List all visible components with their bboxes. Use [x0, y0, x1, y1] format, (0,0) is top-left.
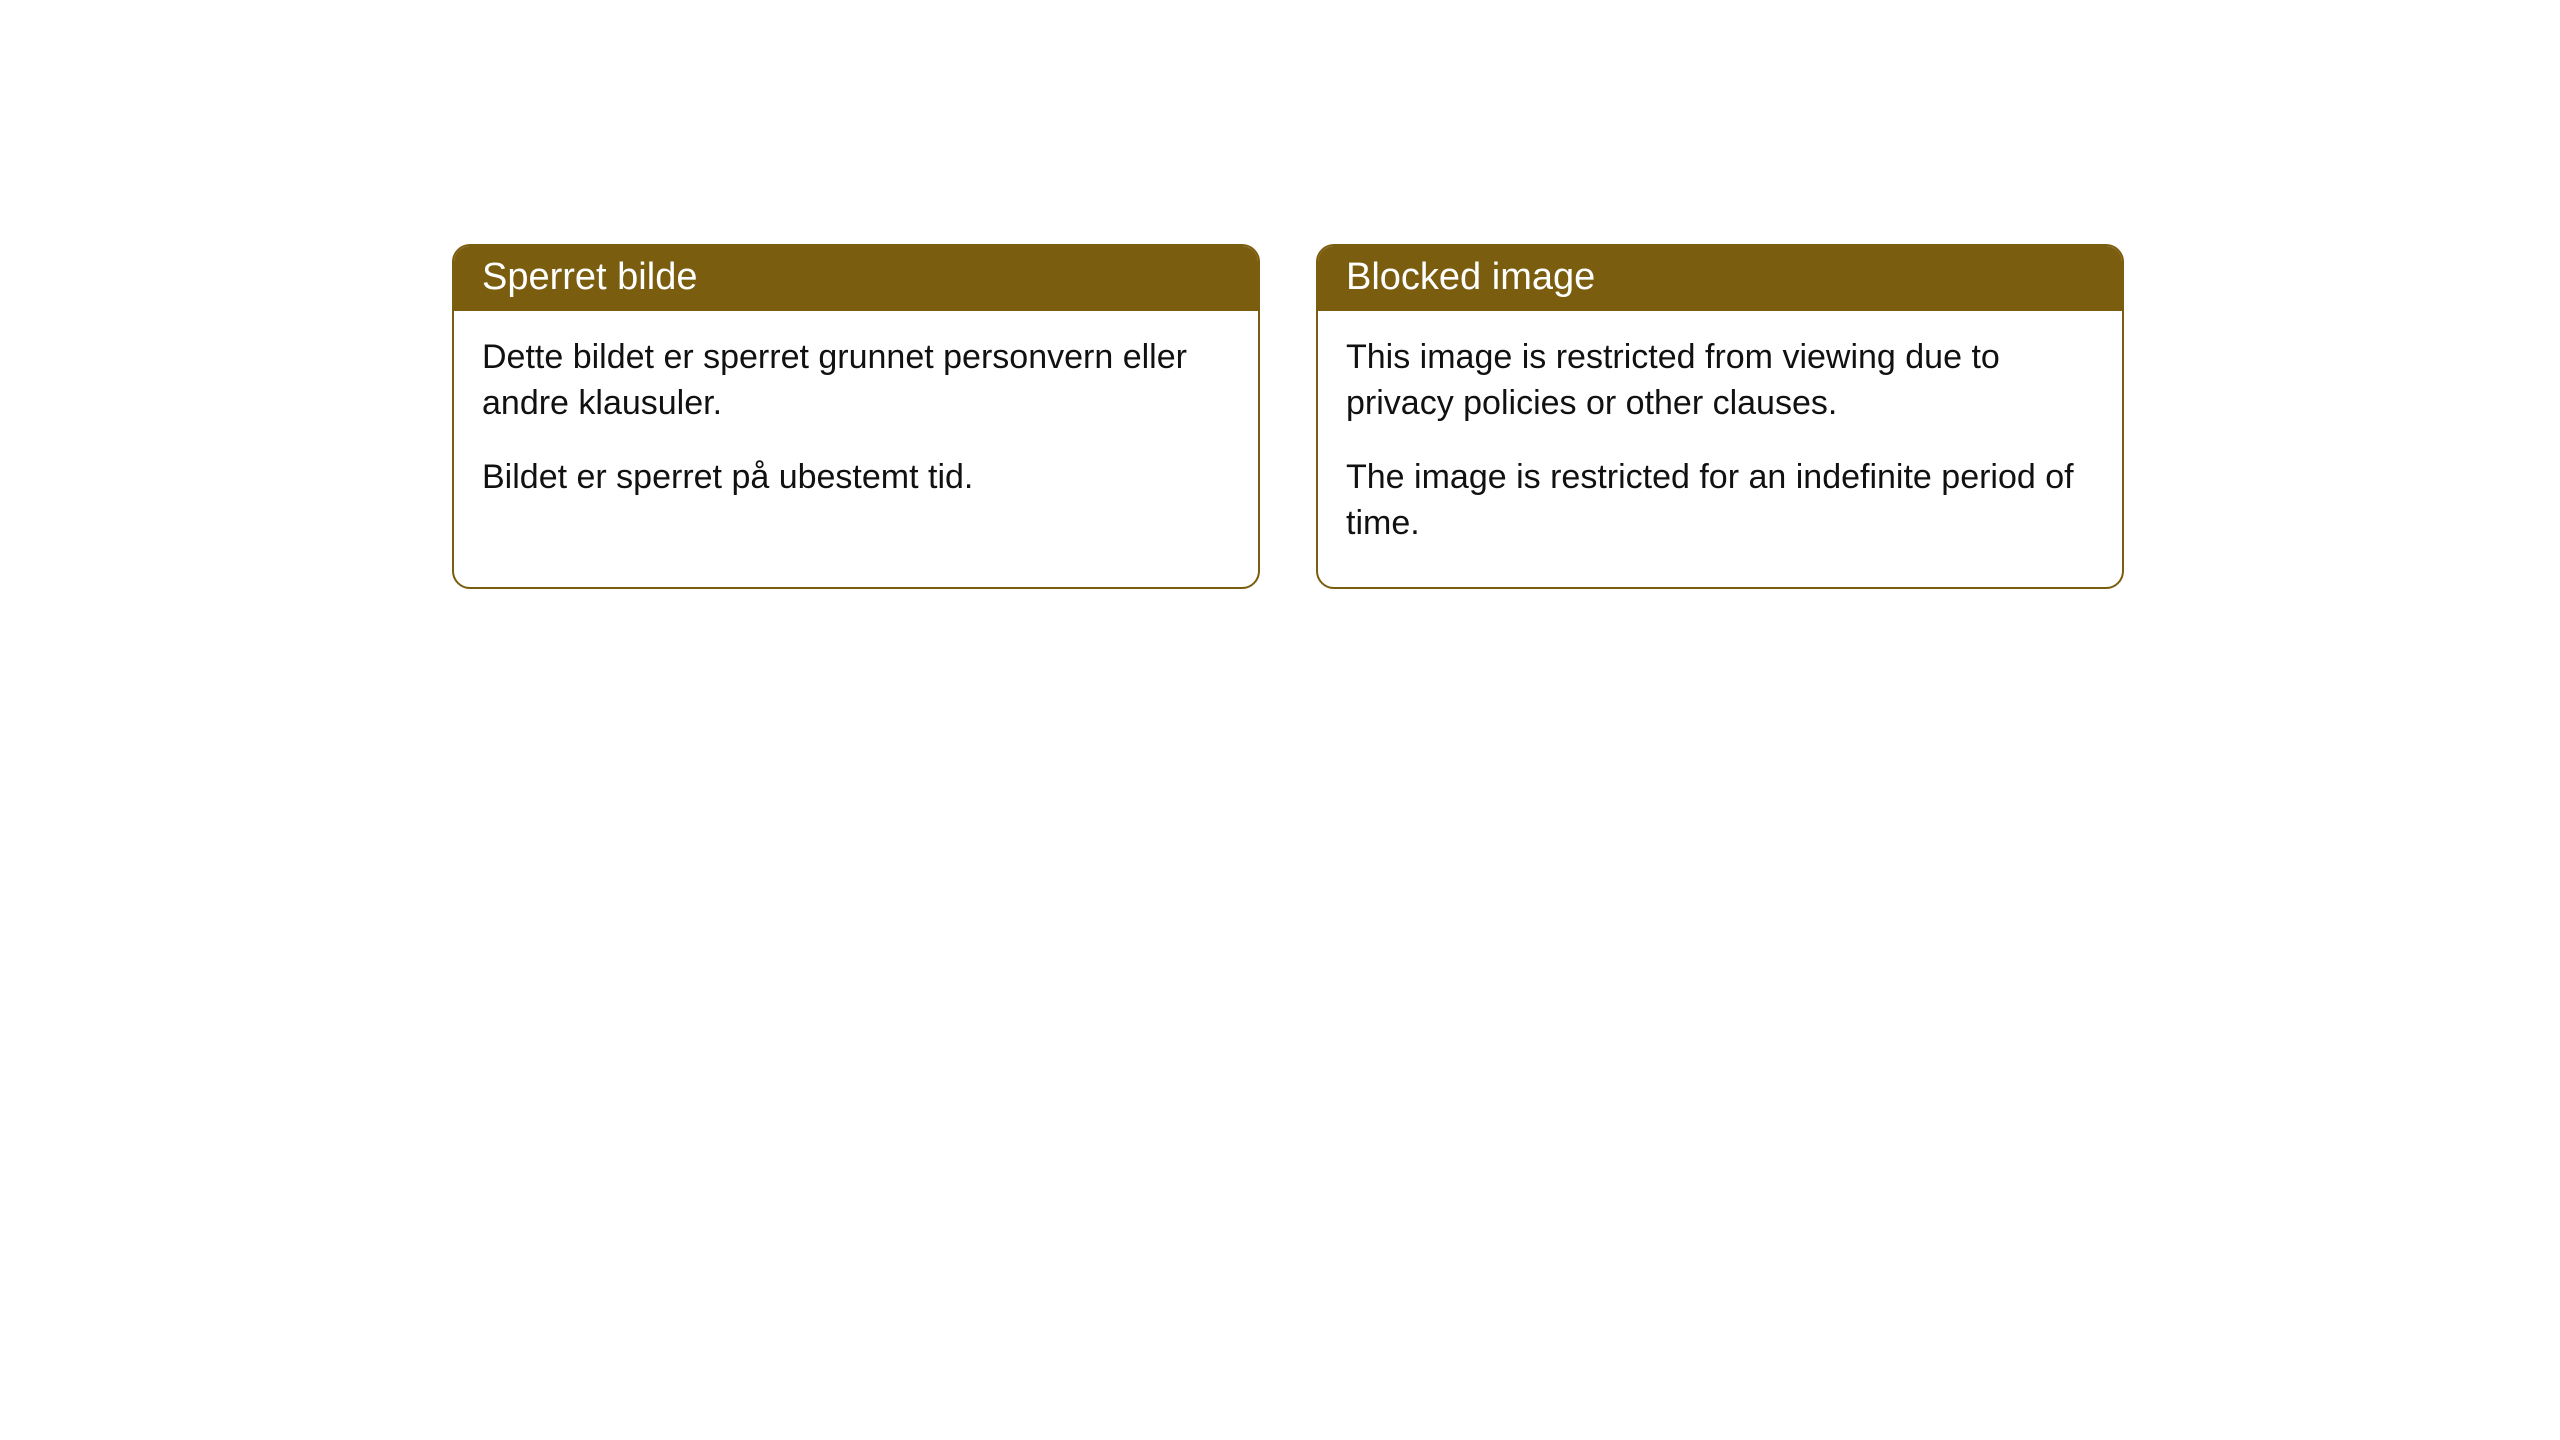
notice-text-line1: Dette bildet er sperret grunnet personve… [482, 335, 1230, 427]
card-header: Sperret bilde [454, 246, 1258, 311]
notice-card-english: Blocked image This image is restricted f… [1316, 244, 2124, 589]
card-body: This image is restricted from viewing du… [1318, 311, 2122, 587]
notice-text-line2: Bildet er sperret på ubestemt tid. [482, 455, 1230, 501]
notice-text-line1: This image is restricted from viewing du… [1346, 335, 2094, 427]
notice-card-norwegian: Sperret bilde Dette bildet er sperret gr… [452, 244, 1260, 589]
notice-text-line2: The image is restricted for an indefinit… [1346, 455, 2094, 547]
card-header: Blocked image [1318, 246, 2122, 311]
notice-container: Sperret bilde Dette bildet er sperret gr… [0, 0, 2560, 589]
card-body: Dette bildet er sperret grunnet personve… [454, 311, 1258, 541]
